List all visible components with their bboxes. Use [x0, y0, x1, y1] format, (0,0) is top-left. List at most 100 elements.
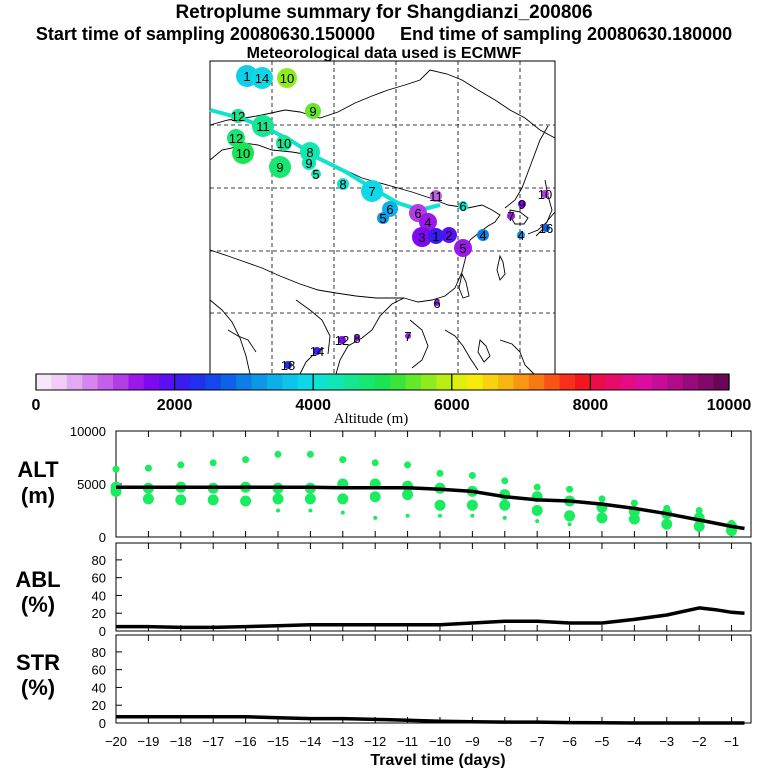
alt-label: ALT	[17, 457, 59, 482]
colorbar-segment	[97, 374, 114, 390]
altitude-cluster-point	[436, 469, 444, 477]
end-time-label: End time of sampling 20080630.180000	[400, 24, 733, 44]
chart-title: Retroplume summary for Shangdianzi_20080…	[175, 2, 593, 23]
traj-marker	[434, 300, 440, 306]
colorbar-segment	[174, 374, 191, 390]
altitude-cluster-point	[144, 464, 152, 472]
altitude-cluster-point	[340, 510, 345, 515]
x-tick-label: −4	[627, 734, 642, 749]
colorbar-segment	[436, 374, 453, 390]
traj-marker	[361, 180, 383, 202]
panel-labels: ALT (m) ABL (%) STR (%)	[15, 457, 60, 700]
y-tick-label: 0	[99, 530, 106, 545]
y-tick-label: 40	[92, 588, 106, 603]
traj-marker	[428, 228, 444, 244]
colorbar-segment	[467, 374, 484, 390]
colorbar-segment	[528, 374, 545, 390]
colorbar-segment	[667, 374, 684, 390]
colorbar-segment	[544, 374, 561, 390]
traj-marker	[231, 109, 245, 123]
x-tick-label: −10	[429, 734, 451, 749]
traj-label: 9	[305, 156, 312, 171]
colorbar	[35, 373, 730, 391]
altitude-cluster-point	[531, 505, 543, 516]
traj-marker	[354, 335, 360, 341]
traj-label: 8	[353, 331, 360, 346]
traj-marker	[419, 213, 437, 231]
x-tick-label: −20	[105, 734, 127, 749]
altitude-cluster-point	[369, 491, 381, 503]
altitude-cluster-point	[466, 499, 478, 511]
x-tick-label: −1	[724, 734, 739, 749]
plot-area: 10000 5000 0 80 60 40 20 0 80 60 40 20 0 −20 −19 −18 −17…	[70, 424, 745, 749]
traj-label: 4	[479, 228, 486, 243]
x-tick-label: −7	[530, 734, 545, 749]
colorbar-segment	[66, 374, 83, 390]
colorbar-segment	[575, 374, 591, 390]
colorbar-segment	[498, 374, 514, 390]
altitude-cluster-point	[371, 459, 379, 467]
colorbar-segment	[220, 374, 237, 390]
colorbar-segment	[236, 374, 253, 390]
traj-label: 2	[445, 228, 452, 243]
traj-label: 10	[236, 146, 250, 161]
colorbar-segment	[359, 374, 376, 390]
altitude-cluster-point	[175, 494, 187, 506]
altitude-cluster-point	[272, 493, 284, 505]
traj-marker	[377, 212, 389, 224]
sampling-times: Start time of sampling 20080630.150000 E…	[0, 24, 768, 45]
traj-label: 6	[386, 202, 393, 217]
colorbar-tick-label: 10000	[707, 397, 752, 414]
colorbar-segment	[605, 374, 622, 390]
traj-marker	[277, 68, 297, 88]
altitude-cluster-point	[207, 494, 219, 506]
x-tick-label: −19	[137, 734, 159, 749]
x-tick-label: −5	[595, 734, 610, 749]
traj-label: 11	[429, 189, 443, 204]
abl-panel-frame	[115, 542, 752, 632]
traj-marker	[313, 347, 321, 355]
colorbar-tick-label: 4000	[295, 397, 331, 414]
colorbar-segment	[113, 374, 129, 390]
traj-marker	[405, 333, 411, 339]
altitude-cluster-point	[437, 513, 442, 518]
traj-marker	[232, 142, 254, 164]
x-tick-label: −8	[497, 734, 512, 749]
traj-label: 10	[538, 187, 552, 202]
trajectory-line	[209, 108, 441, 213]
altitude-cluster-point	[502, 515, 507, 520]
traj-label: 6	[433, 296, 440, 311]
y-tick-label: 80	[92, 553, 106, 568]
colorbar-segment	[128, 374, 145, 390]
altitude-cluster-point	[337, 493, 349, 505]
x-tick-label: −14	[299, 734, 321, 749]
str-panel-frame	[115, 634, 752, 724]
colorbar-segment	[344, 374, 360, 390]
start-time-label: Start time of sampling 20080630.150000	[35, 24, 375, 44]
traj-label: 1	[432, 229, 439, 244]
altitude-cluster-point	[499, 499, 511, 511]
str-unit: (%)	[21, 675, 55, 700]
traj-label: 7	[368, 184, 375, 199]
altitude-cluster-point	[308, 508, 313, 513]
traj-label: 14	[310, 344, 324, 359]
y-tick-label: 10000	[70, 424, 106, 439]
altitude-cluster-point	[661, 518, 673, 530]
altitude-cluster-point	[304, 493, 316, 505]
altitude-cluster-point	[404, 461, 412, 469]
series-line	[116, 606, 745, 630]
traj-marker	[338, 336, 346, 344]
traj-label: 10	[280, 71, 294, 86]
colorbar-segment	[282, 374, 299, 390]
colorbar-segment	[421, 374, 437, 390]
altitude-cluster-point	[468, 472, 476, 480]
traj-marker	[430, 190, 442, 202]
traj-label: 10	[277, 136, 291, 151]
traj-marker	[284, 361, 292, 369]
x-tick-label: −17	[202, 734, 224, 749]
colorbar-segment	[390, 374, 407, 390]
altitude-cluster-point	[567, 522, 572, 527]
colorbar-segment	[82, 374, 99, 390]
altitude-cluster-point	[402, 489, 414, 501]
